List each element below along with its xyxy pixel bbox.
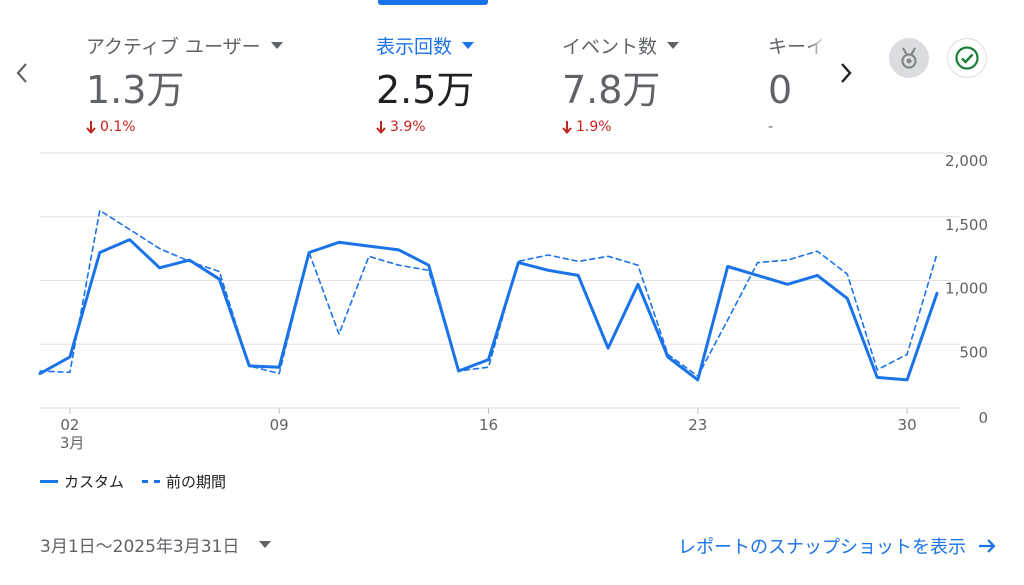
chart-legend: カスタム 前の期間 xyxy=(40,471,226,492)
x-tick-label: 09 xyxy=(270,416,289,434)
metric-value: 7.8万 xyxy=(562,68,661,112)
insights-badge[interactable] xyxy=(889,38,929,78)
legend-item-custom[interactable]: カスタム xyxy=(40,471,124,492)
metric-label: アクティブ ユーザー xyxy=(86,35,261,58)
y-tick-label: 500 xyxy=(959,343,988,361)
date-range-selector[interactable]: 3月1日～2025年3月31日 xyxy=(40,532,272,557)
active-metric-indicator xyxy=(378,0,488,5)
metric-change: 1.9% xyxy=(562,118,679,136)
x-tick-label: 16 xyxy=(479,416,498,434)
metric-value: 2.5万 xyxy=(376,68,475,112)
caret-down-icon xyxy=(462,41,475,49)
arrow-down-icon xyxy=(562,120,572,134)
metric-events[interactable]: イベント数 7.8万 1.9% xyxy=(562,28,680,136)
x-tick-label: 23 xyxy=(688,416,707,434)
caret-down-icon xyxy=(270,41,283,49)
metric-label: 表示回数 xyxy=(376,35,453,58)
x-tick-label: 02 xyxy=(60,416,79,434)
line-chart: 0 500 1,000 1,500 2,000 02 09 16 23 30 3月 xyxy=(38,152,988,452)
metric-views[interactable]: 表示回数 2.5万 3.9% xyxy=(376,28,474,136)
y-tick-label: 1,500 xyxy=(945,216,988,234)
check-circle-icon xyxy=(955,46,979,70)
metric-label: キーイ xyxy=(768,35,826,58)
date-range-label: 3月1日～2025年3月31日 xyxy=(40,537,240,557)
y-tick-label: 2,000 xyxy=(945,152,988,170)
metric-change: 0.1% xyxy=(86,118,283,136)
legend-item-previous[interactable]: 前の期間 xyxy=(142,471,226,492)
chevron-left-icon xyxy=(16,63,27,83)
series-line-custom xyxy=(38,238,939,382)
prev-metrics-button[interactable] xyxy=(8,56,36,90)
arrow-down-icon xyxy=(376,120,386,134)
metric-value: 1.3万 xyxy=(86,68,185,112)
caret-down-icon xyxy=(667,41,680,49)
arrow-right-icon xyxy=(978,538,996,554)
medal-icon xyxy=(901,47,917,69)
dashed-line-swatch xyxy=(142,480,161,483)
metric-active-users[interactable]: アクティブ ユーザー 1.3万 0.1% xyxy=(86,28,283,136)
x-month-label: 3月 xyxy=(60,434,85,452)
metric-change: 3.9% xyxy=(376,118,474,136)
metric-value: 0 xyxy=(768,68,793,112)
solid-line-swatch xyxy=(40,480,58,483)
view-snapshot-link[interactable]: レポートのスナップショットを表示 xyxy=(678,533,996,559)
x-tick-label: 30 xyxy=(898,416,917,434)
y-tick-label: 1,000 xyxy=(945,280,988,298)
caret-down-icon xyxy=(259,541,272,548)
metric-key-events[interactable]: キーイ 0 - xyxy=(768,28,826,136)
next-metrics-button[interactable] xyxy=(832,56,860,90)
chevron-right-icon xyxy=(841,63,852,83)
y-tick-label: 0 xyxy=(978,409,988,427)
arrow-down-icon xyxy=(86,120,96,134)
metric-label: イベント数 xyxy=(562,35,658,58)
status-badge[interactable] xyxy=(947,38,987,78)
series-line-previous xyxy=(39,209,938,377)
metric-change: - xyxy=(768,119,774,135)
